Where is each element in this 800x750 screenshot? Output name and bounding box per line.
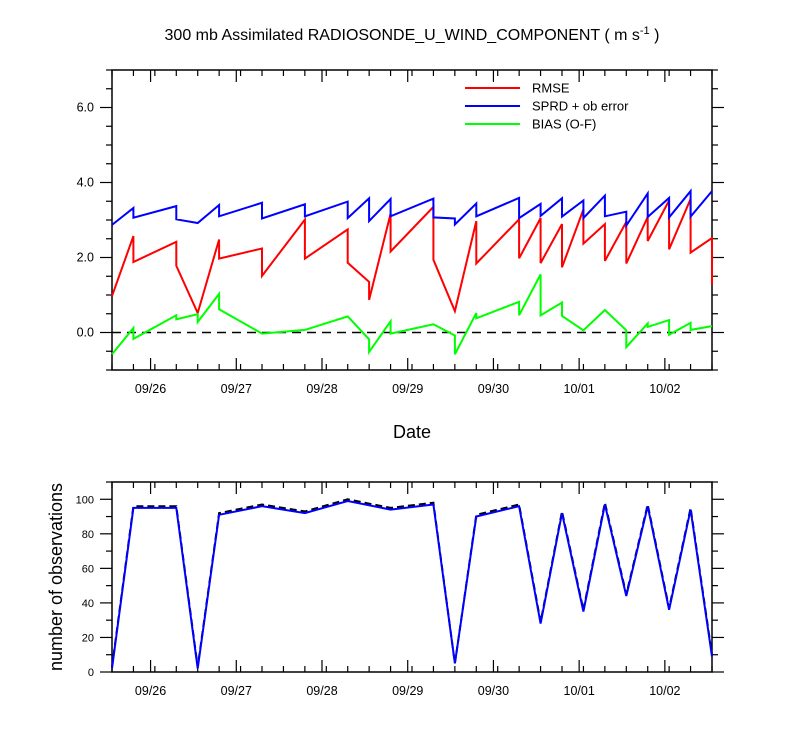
legend-label-1: SPRD + ob error [532, 99, 629, 114]
top-y-tick-label: 0.0 [77, 326, 94, 340]
bottom-y-tick-label: 20 [82, 632, 94, 644]
top-series-bias-o-f [111, 273, 713, 356]
bottom-y-tick-label: 0 [88, 667, 94, 679]
y-axis-title-bottom: number of observations [46, 483, 66, 671]
bottom-x-tick-label: 09/27 [221, 684, 252, 698]
legend-label-2: BIAS (O-F) [532, 117, 596, 132]
x-axis-title: Date [393, 422, 431, 442]
bottom-y-tick-label: 100 [76, 494, 94, 506]
top-x-tick-label: 10/02 [649, 382, 680, 396]
top-series-sprd-ob-error [111, 188, 713, 229]
top-x-tick-label: 09/29 [392, 382, 423, 396]
bottom-y-tick-label: 40 [82, 598, 94, 610]
bottom-series-obs-used [111, 499, 713, 669]
bottom-y-tick-label: 80 [82, 529, 94, 541]
title-superscript: -1 [640, 25, 650, 37]
title-end: ) [650, 27, 660, 44]
bottom-x-tick-label: 09/26 [135, 684, 166, 698]
top-x-tick-label: 09/27 [221, 382, 252, 396]
top-x-tick-label: 09/30 [478, 382, 509, 396]
top-x-tick-label: 09/26 [135, 382, 166, 396]
bottom-x-tick-label: 10/01 [564, 684, 595, 698]
bottom-x-tick-label: 09/28 [306, 684, 337, 698]
bottom-x-tick-label: 09/30 [478, 684, 509, 698]
top-y-tick-label: 4.0 [77, 176, 94, 190]
bottom-y-tick-label: 60 [82, 563, 94, 575]
top-y-tick-label: 2.0 [77, 251, 94, 265]
top-x-tick-label: 10/01 [564, 382, 595, 396]
bottom-x-tick-label: 09/29 [392, 684, 423, 698]
top-y-tick-label: 6.0 [77, 101, 94, 115]
top-x-tick-label: 09/28 [306, 382, 337, 396]
legend-label-0: RMSE [532, 81, 570, 96]
chart-title: 300 mb Assimilated RADIOSONDE_U_WIND_COM… [165, 25, 660, 44]
title-main: 300 mb Assimilated RADIOSONDE_U_WIND_COM… [165, 27, 640, 44]
bottom-x-tick-label: 10/02 [649, 684, 680, 698]
top-series-rmse [111, 198, 713, 316]
